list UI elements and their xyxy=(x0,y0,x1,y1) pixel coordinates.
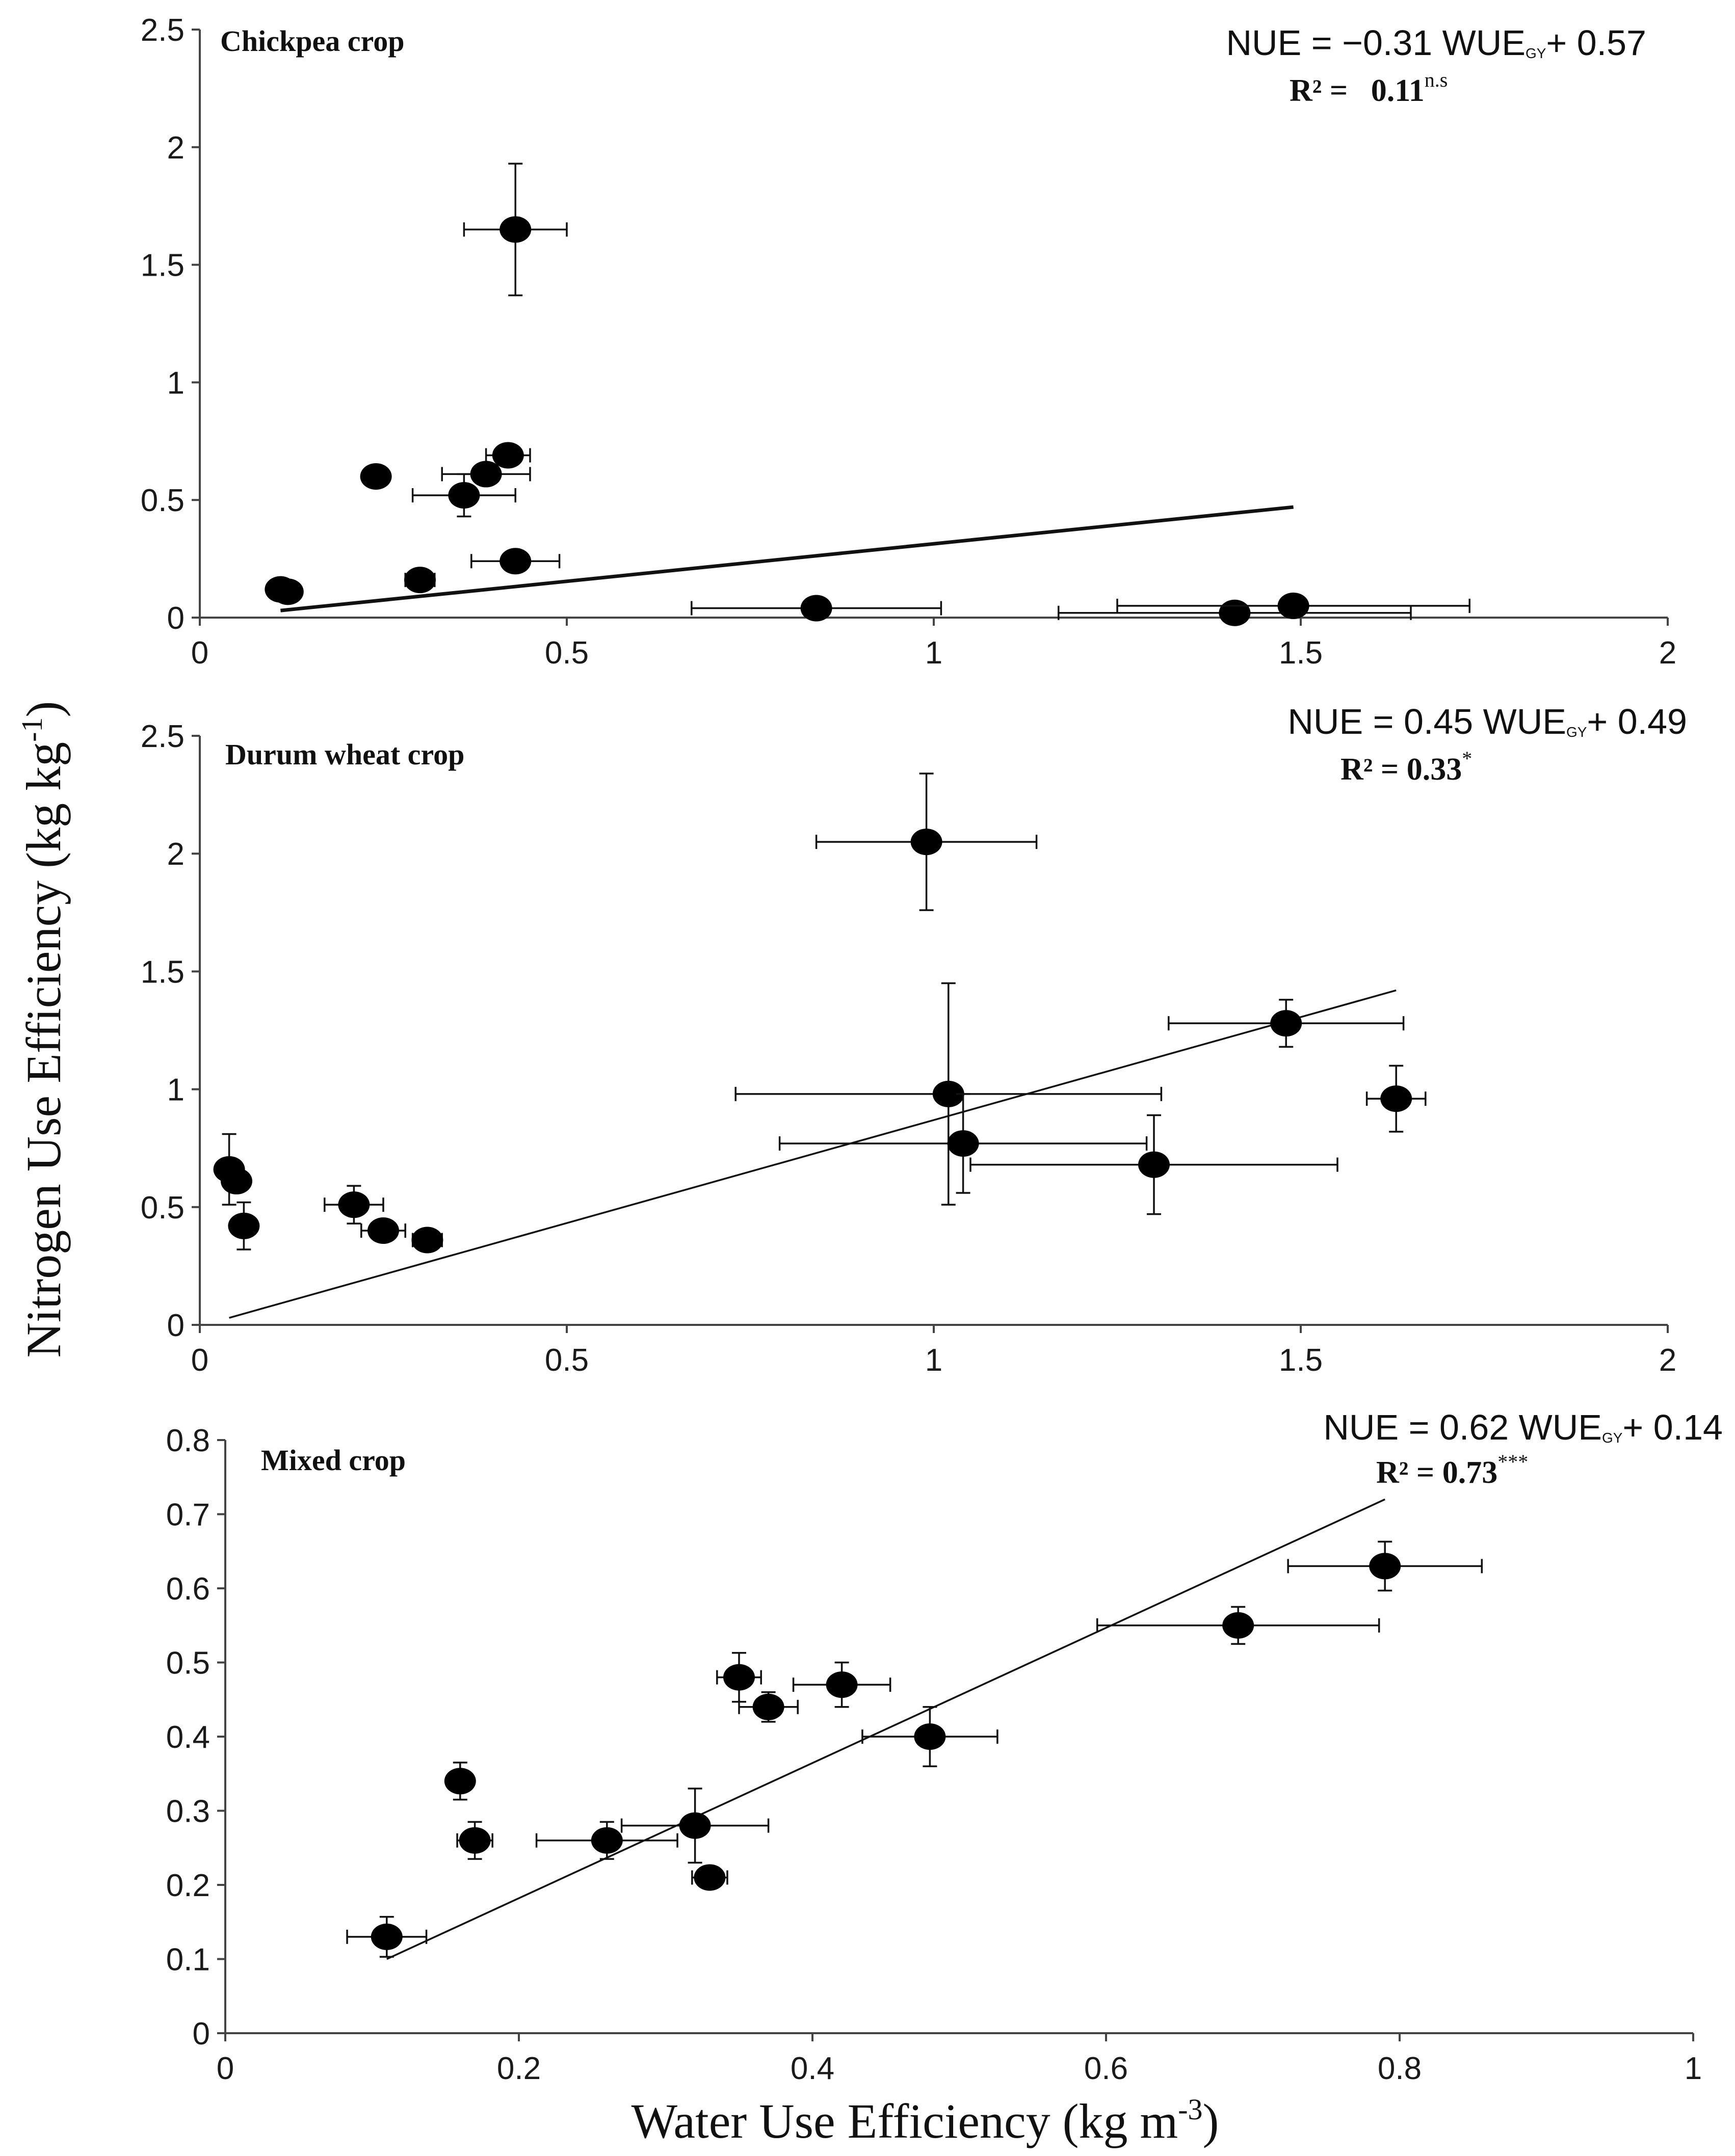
data-point xyxy=(404,567,436,594)
data-point xyxy=(826,1671,858,1698)
y-tick-label: 0.7 xyxy=(166,1498,210,1533)
y-tick-label: 0.6 xyxy=(166,1572,210,1607)
data-point xyxy=(910,829,942,856)
panel-mixed: 00.10.20.30.40.50.60.70.80 0.2 0.4 0.6 0.8 1 … xyxy=(166,1407,1723,2086)
data-point xyxy=(947,1130,979,1157)
panel-title: Durum wheat crop xyxy=(225,738,464,771)
data-point xyxy=(914,1723,946,1750)
data-point xyxy=(932,1080,964,1107)
data-point xyxy=(591,1827,623,1854)
y-tick-label: 1 xyxy=(167,1073,185,1108)
data-point xyxy=(228,1212,260,1239)
x-tick-label: 0.8 xyxy=(1378,2051,1422,2086)
data-point xyxy=(360,463,392,490)
y-tick-label: 0.1 xyxy=(166,1942,210,1978)
data-point xyxy=(694,1864,726,1891)
panel-title: Mixed crop xyxy=(261,1444,406,1477)
data-point xyxy=(272,578,304,605)
data-point xyxy=(411,1227,443,1254)
x-tick-label: 0.2 xyxy=(497,2051,541,2086)
regression-equation: NUE = 0.45 WUEGY+ 0.49 xyxy=(1287,702,1687,741)
y-tick-label: 0.2 xyxy=(166,1868,210,1903)
trendline xyxy=(386,1498,1385,1960)
x-tick-label: 0 xyxy=(217,2051,234,2086)
x-tick-label: 2 xyxy=(1659,1343,1676,1378)
panel-chickpea: 0 0.5 1 1.5 2 2.5 0 0.5 1 1.5 2 Chickpea crop NUE … xyxy=(141,13,1676,671)
y-tick-label: 2 xyxy=(167,837,185,872)
y-tick-label: 0.4 xyxy=(166,1720,210,1755)
y-tick-label: 1 xyxy=(167,365,185,401)
y-tick-label: 0.5 xyxy=(166,1646,210,1681)
x-tick-label: 1 xyxy=(1685,2051,1702,2086)
x-tick-label: 1.5 xyxy=(1279,635,1323,671)
y-tick-label: 1.5 xyxy=(141,248,185,283)
data-point xyxy=(1219,599,1251,626)
data-point xyxy=(448,482,480,509)
data-point xyxy=(1138,1151,1170,1178)
y-tick-label: 0 xyxy=(167,601,185,636)
data-point xyxy=(371,1923,403,1950)
y-tick-label: 2 xyxy=(167,130,185,166)
y-tick-label: 1.5 xyxy=(141,954,185,990)
y-tick-label: 2.5 xyxy=(141,13,185,48)
y-axis-label: Nitrogen Use Efficiency (kg kg-1) xyxy=(15,701,71,1358)
data-point xyxy=(470,461,502,488)
x-tick-label: 0 xyxy=(191,1343,208,1378)
y-tick-label: 2.5 xyxy=(141,719,185,754)
data-point xyxy=(221,1167,252,1194)
data-point xyxy=(444,1768,476,1795)
x-axis-label: Water Use Efficiency (kg m-3) xyxy=(631,2093,1219,2148)
data-point xyxy=(492,442,524,469)
y-tick-label: 0 xyxy=(193,2016,210,2052)
data-point xyxy=(459,1827,491,1854)
x-tick-label: 1 xyxy=(925,1343,942,1378)
x-tick-label: 1 xyxy=(925,635,942,671)
r-squared: R² = 0.11n.s xyxy=(1290,68,1448,108)
y-tick-label: 0 xyxy=(167,1308,185,1343)
x-tick-label: 0.4 xyxy=(791,2051,834,2086)
x-tick-label: 0 xyxy=(191,635,208,671)
panel-title: Chickpea crop xyxy=(220,24,404,58)
data-point xyxy=(338,1191,370,1218)
panel-durum-wheat: 0 0.5 1 1.5 2 2.5 0 0.5 1 1.5 2 Durum wheat crop N… xyxy=(141,702,1687,1378)
data-point xyxy=(1369,1553,1401,1580)
r-squared: R² = 0.33* xyxy=(1340,747,1472,787)
data-point xyxy=(752,1693,784,1720)
x-tick-label: 0.5 xyxy=(545,635,589,671)
data-point xyxy=(367,1217,399,1244)
x-tick-label: 0.5 xyxy=(545,1343,589,1378)
data-point xyxy=(1222,1612,1254,1639)
y-tick-label: 0.3 xyxy=(166,1794,210,1829)
trendline xyxy=(280,505,1294,613)
trendline xyxy=(229,989,1397,1319)
data-point xyxy=(1270,1010,1302,1037)
y-tick-label: 0.5 xyxy=(141,1190,185,1226)
y-tick-label: 0.5 xyxy=(141,483,185,518)
x-tick-label: 1.5 xyxy=(1279,1343,1323,1378)
data-point xyxy=(679,1812,711,1839)
data-point xyxy=(1380,1085,1412,1112)
data-point xyxy=(500,548,532,575)
y-tick-label: 0.8 xyxy=(166,1423,210,1458)
data-point xyxy=(800,595,832,622)
data-point xyxy=(500,216,532,243)
regression-equation: NUE = −0.31 WUEGY+ 0.57 xyxy=(1226,23,1646,63)
x-tick-label: 2 xyxy=(1659,635,1676,671)
x-tick-label: 0.6 xyxy=(1084,2051,1128,2086)
regression-equation: NUE = 0.62 WUEGY+ 0.14 xyxy=(1323,1407,1723,1447)
data-point xyxy=(723,1664,755,1691)
r-squared: R² = 0.73*** xyxy=(1376,1450,1528,1490)
data-point xyxy=(1277,592,1309,619)
